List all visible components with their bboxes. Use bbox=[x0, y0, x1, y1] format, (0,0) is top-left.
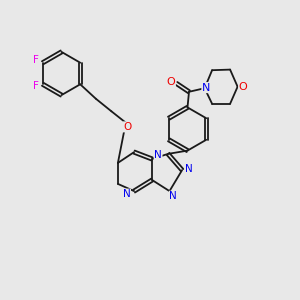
Text: F: F bbox=[33, 55, 39, 65]
Text: O: O bbox=[238, 82, 247, 92]
Text: O: O bbox=[123, 122, 131, 132]
Text: N: N bbox=[169, 191, 177, 201]
Text: O: O bbox=[167, 77, 176, 87]
Text: N: N bbox=[154, 150, 162, 161]
Text: N: N bbox=[202, 82, 210, 93]
Text: F: F bbox=[33, 81, 39, 91]
Text: N: N bbox=[123, 189, 130, 199]
Text: N: N bbox=[185, 164, 193, 174]
